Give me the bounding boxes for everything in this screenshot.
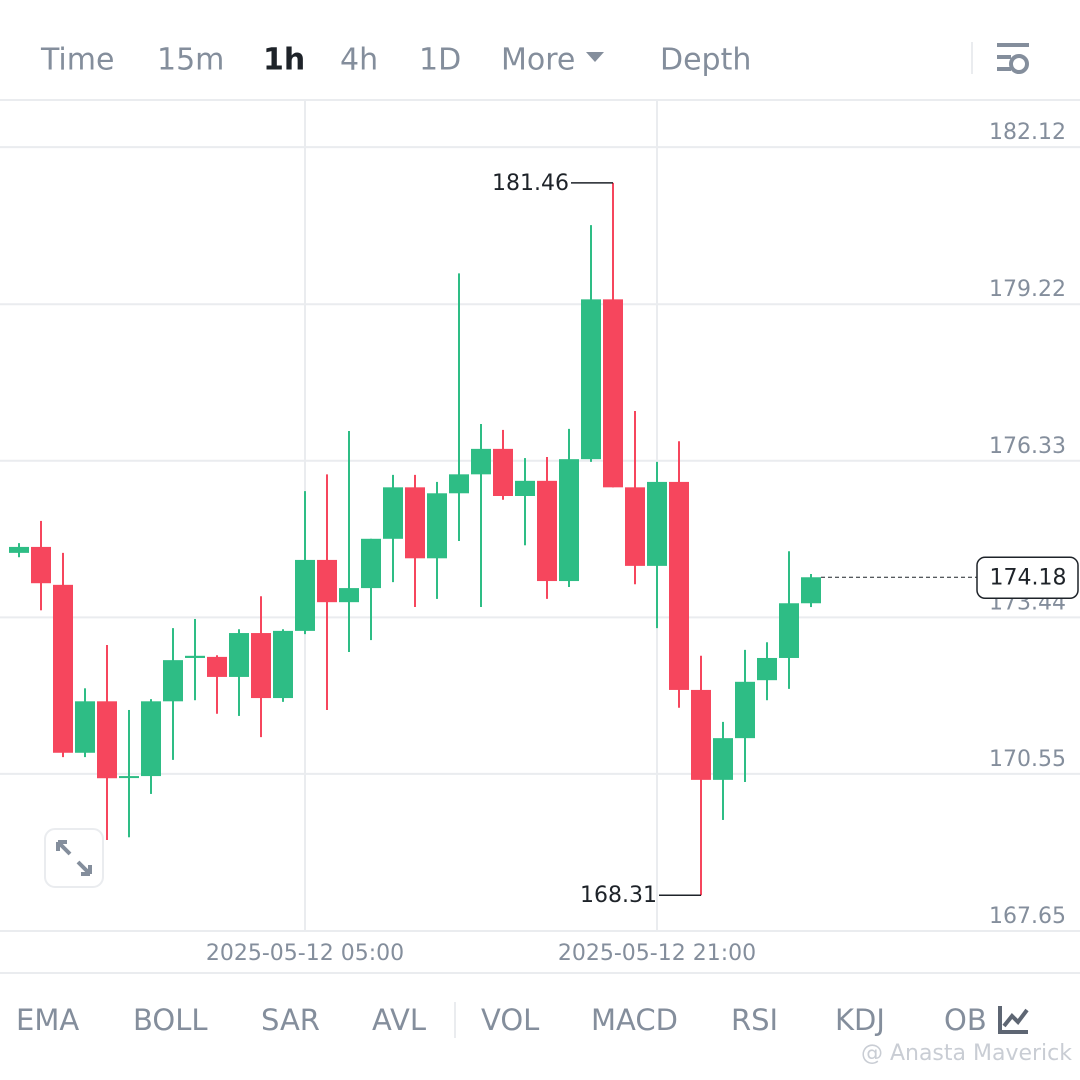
candle-body (779, 603, 799, 658)
icon-bar (997, 43, 1029, 47)
candle-body (383, 487, 403, 539)
candle-body (669, 481, 689, 690)
y-tick-label: 182.12 (989, 120, 1066, 145)
button-frame (44, 828, 104, 888)
candle-body (207, 656, 227, 677)
candle-body (185, 655, 205, 658)
indicator-tab[interactable]: BOLL (133, 1003, 208, 1037)
x-tick-label: 2025-05-12 05:00 (206, 941, 404, 966)
x-tick-label: 2025-05-12 21:00 (558, 941, 756, 966)
icon-bar (997, 67, 1011, 71)
candle-body (251, 633, 271, 699)
tab[interactable]: 15m (157, 43, 224, 78)
candle-body (713, 738, 733, 780)
icon-gear (1009, 54, 1029, 74)
candle-body (735, 681, 755, 739)
indicator-tab[interactable]: OB (944, 1003, 987, 1037)
last-price-box (976, 556, 1079, 600)
indicator-tab[interactable]: AVL (372, 1003, 426, 1037)
dropdown-arrow (586, 52, 604, 62)
candle-body (339, 588, 359, 603)
last-price-label: 174.18 (990, 565, 1067, 590)
candle-body (515, 480, 535, 496)
candle-body (559, 459, 579, 582)
candle-body (273, 630, 293, 699)
candle-body (801, 577, 821, 604)
y-tick-label: 170.55 (989, 747, 1066, 772)
tab[interactable]: More (501, 43, 575, 78)
candle-body (581, 299, 601, 460)
indicator-tab[interactable]: RSI (731, 1003, 778, 1037)
candle-body (625, 487, 645, 566)
expand-button[interactable] (44, 828, 104, 888)
indicator-tab[interactable]: MACD (591, 1003, 678, 1037)
candle-body (75, 701, 95, 753)
candle-body (141, 701, 161, 777)
candle-body (229, 633, 249, 677)
candle-body (361, 538, 381, 589)
tab[interactable]: 4h (340, 43, 378, 78)
icon-axis (998, 1006, 1028, 1034)
icon-line (1002, 1008, 1029, 1028)
candle-body (427, 493, 447, 559)
tab[interactable]: Depth (660, 43, 751, 78)
indicator-tab[interactable]: KDJ (835, 1003, 885, 1037)
candle-body (163, 660, 183, 702)
candle-body (53, 584, 73, 753)
tab[interactable]: Time (40, 43, 114, 78)
indicator-settings-icon[interactable] (998, 1006, 1029, 1034)
expand-icon (56, 840, 92, 876)
candle-body (405, 487, 425, 559)
candle-body (537, 480, 557, 582)
candle-body (471, 448, 491, 475)
indicator-tab[interactable]: VOL (481, 1003, 539, 1037)
candle-body (493, 448, 513, 496)
tab[interactable]: 1h (263, 43, 305, 78)
candle-body (757, 657, 777, 681)
candle-body (97, 701, 117, 779)
y-tick-label: 176.33 (989, 434, 1066, 459)
tab[interactable]: 1D (419, 43, 461, 78)
candle-body (317, 559, 337, 603)
y-tick-label: 179.22 (989, 277, 1066, 302)
candle-body (31, 546, 51, 584)
candle-body (449, 474, 469, 494)
candle-body (9, 546, 29, 553)
candle-body (691, 689, 711, 780)
settings-icon[interactable] (997, 43, 1029, 74)
max-annotation: 181.46 (492, 171, 569, 196)
icon-bar (997, 55, 1011, 59)
candle-body (647, 481, 667, 566)
indicator-tab[interactable]: SAR (261, 1003, 320, 1037)
candle-body (295, 559, 315, 631)
candle-body (603, 299, 623, 488)
candle-body (119, 776, 139, 779)
watermark: @ Anasta Maverick (861, 1041, 1072, 1066)
indicator-tab[interactable]: EMA (16, 1003, 79, 1037)
min-annotation: 168.31 (580, 883, 657, 908)
y-tick-label: 167.65 (989, 904, 1066, 929)
